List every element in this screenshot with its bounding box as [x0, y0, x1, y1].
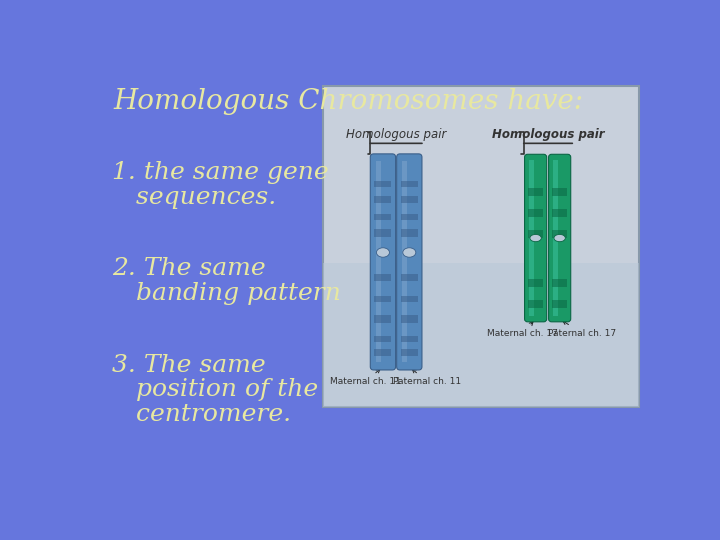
Bar	[529, 160, 534, 316]
FancyBboxPatch shape	[397, 154, 422, 370]
Text: centromere.: centromere.	[112, 403, 291, 426]
Bar	[401, 181, 418, 186]
Text: Homologous pair: Homologous pair	[492, 128, 604, 141]
Bar	[401, 196, 418, 203]
FancyBboxPatch shape	[370, 154, 395, 370]
Text: 3. The same: 3. The same	[112, 354, 266, 376]
Bar	[374, 214, 392, 220]
FancyBboxPatch shape	[549, 154, 571, 322]
Bar	[528, 210, 543, 217]
Bar	[374, 296, 392, 302]
Text: Maternal ch. 17: Maternal ch. 17	[487, 322, 558, 338]
Text: Maternal ch. 11: Maternal ch. 11	[330, 369, 400, 386]
Ellipse shape	[554, 234, 565, 242]
Bar	[401, 274, 418, 281]
Bar	[401, 349, 418, 356]
Text: sequences.: sequences.	[112, 186, 276, 208]
Bar	[374, 349, 392, 356]
Ellipse shape	[377, 248, 390, 257]
Bar	[401, 336, 418, 341]
Bar	[374, 230, 392, 237]
Bar	[552, 210, 567, 217]
Text: Paternal ch. 11: Paternal ch. 11	[393, 369, 462, 386]
Bar	[401, 214, 418, 220]
Bar	[402, 161, 408, 362]
Bar	[528, 279, 543, 287]
Text: 2. The same: 2. The same	[112, 257, 266, 280]
Bar	[374, 336, 392, 341]
Bar	[401, 296, 418, 302]
Bar	[376, 161, 381, 362]
Bar	[552, 300, 567, 308]
Bar	[374, 181, 392, 186]
Bar	[401, 315, 418, 323]
Bar	[401, 230, 418, 237]
Bar	[552, 230, 567, 238]
Ellipse shape	[530, 234, 541, 242]
Text: Homologous pair: Homologous pair	[346, 128, 446, 141]
Bar	[323, 85, 639, 408]
Bar	[552, 188, 567, 196]
Bar	[528, 188, 543, 196]
Bar	[374, 196, 392, 203]
Text: Paternal ch. 17: Paternal ch. 17	[548, 321, 616, 338]
Text: banding pattern: banding pattern	[112, 282, 341, 305]
Text: position of the: position of the	[112, 378, 318, 401]
Bar	[528, 230, 543, 238]
Bar	[528, 300, 543, 308]
Bar	[554, 160, 558, 316]
Text: 1. the same gene: 1. the same gene	[112, 161, 328, 184]
Bar	[552, 279, 567, 287]
Bar	[374, 315, 392, 323]
Bar	[323, 262, 639, 408]
FancyBboxPatch shape	[525, 154, 546, 322]
Ellipse shape	[402, 248, 416, 257]
Bar	[374, 274, 392, 281]
Text: Homologous Chromosomes have:: Homologous Chromosomes have:	[113, 88, 583, 115]
